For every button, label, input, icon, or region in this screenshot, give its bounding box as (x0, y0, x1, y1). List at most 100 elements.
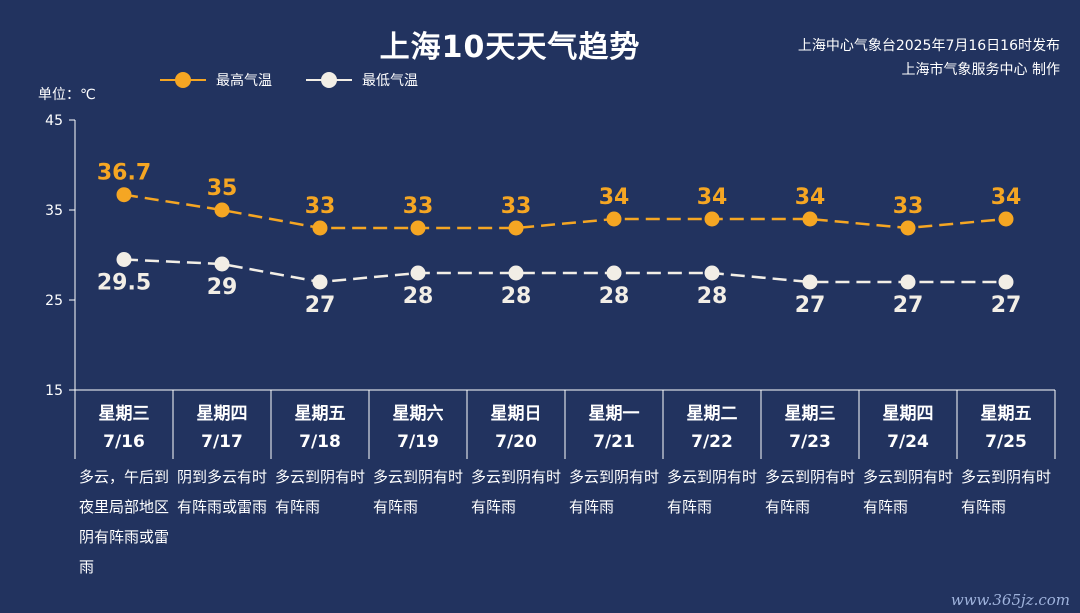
weekday-label: 星期六 (392, 404, 444, 424)
x-tick-label: 7/18 (299, 432, 341, 452)
y-tick-label: 35 (45, 203, 63, 219)
data-point (606, 211, 622, 227)
data-point (116, 187, 132, 203)
legend-item-low: 最低气温 (306, 70, 418, 90)
data-label: 35 (207, 176, 238, 201)
day-cell: 星期日 7/20 (467, 400, 565, 456)
data-label: 29 (207, 275, 238, 300)
weekday-label: 星期三 (98, 404, 150, 424)
weekday-label: 星期二 (686, 404, 738, 424)
data-point (508, 265, 524, 281)
legend-label-low: 最低气温 (362, 73, 418, 89)
data-label: 28 (403, 284, 434, 309)
day-cell: 星期二 7/22 (663, 400, 761, 456)
x-tick-label: 7/17 (201, 432, 243, 452)
data-point (802, 274, 818, 290)
weather-description: 多云到阴有时有阵雨 (569, 468, 660, 516)
weather-description: 多云到阴有时有阵雨 (667, 468, 758, 516)
data-point (606, 265, 622, 281)
data-point (410, 265, 426, 281)
x-tick-label: 7/20 (495, 432, 537, 452)
day-cell: 星期六 7/19 (369, 400, 467, 456)
data-label: 33 (501, 194, 532, 219)
data-point (214, 256, 230, 272)
data-label: 33 (403, 194, 434, 219)
day-cell: 星期三 7/23 (761, 400, 859, 456)
data-label: 33 (893, 194, 924, 219)
x-tick-label: 7/25 (985, 432, 1027, 452)
data-label: 34 (795, 185, 826, 210)
x-tick-label: 7/22 (691, 432, 733, 452)
weekday-label: 星期五 (294, 404, 346, 424)
data-point (312, 220, 328, 236)
data-label: 28 (599, 284, 630, 309)
data-label: 33 (305, 194, 336, 219)
data-point (900, 274, 916, 290)
weather-description: 多云到阴有时有阵雨 (471, 468, 562, 516)
weather-description: 多云到阴有时有阵雨 (863, 468, 954, 516)
y-tick-label: 45 (45, 113, 63, 129)
data-label: 27 (795, 293, 826, 318)
data-point (508, 220, 524, 236)
weather-description: 多云，午后到夜里局部地区阴有阵雨或雷雨 (79, 468, 170, 576)
day-cell: 星期四 7/24 (859, 400, 957, 456)
weather-description: 多云到阴有时有阵雨 (275, 468, 366, 516)
legend: 最高气温 最低气温 (160, 70, 418, 90)
x-tick-label: 7/24 (887, 432, 929, 452)
weekday-label: 星期四 (882, 404, 934, 424)
weather-description: 阴到多云有时有阵雨或雷雨 (177, 468, 268, 516)
data-label: 28 (501, 284, 532, 309)
weekday-label: 星期日 (490, 404, 542, 424)
issuer-line-2: 上海市气象服务中心 制作 (901, 62, 1060, 78)
data-label: 27 (893, 293, 924, 318)
data-label: 28 (697, 284, 728, 309)
weekday-label: 星期五 (980, 404, 1032, 424)
series-line-0 (123, 193, 1007, 230)
series-line-1 (123, 258, 1006, 284)
chart-title: 上海10天天气趋势 (379, 30, 641, 65)
y-tick-label: 25 (45, 293, 63, 309)
weekday-label: 星期三 (784, 404, 836, 424)
legend-swatch-low (306, 70, 352, 90)
day-cell: 星期五 7/18 (271, 400, 369, 456)
data-point (998, 211, 1014, 227)
day-cell: 星期三 7/16 (75, 400, 173, 456)
data-point (998, 274, 1014, 290)
x-tick-label: 7/16 (103, 432, 145, 452)
y-tick-label: 15 (45, 383, 63, 399)
x-tick-label: 7/19 (397, 432, 439, 452)
legend-label-high: 最高气温 (216, 73, 272, 89)
weekday-label: 星期四 (196, 404, 248, 424)
data-point (410, 220, 426, 236)
weather-description: 多云到阴有时有阵雨 (765, 468, 856, 516)
x-tick-label: 7/21 (593, 432, 635, 452)
legend-item-high: 最高气温 (160, 70, 272, 90)
weekday-label: 星期一 (588, 404, 640, 424)
legend-swatch-high (160, 70, 206, 90)
data-label: 27 (305, 293, 336, 318)
data-label: 34 (599, 185, 630, 210)
data-label: 34 (697, 185, 728, 210)
data-point (312, 274, 328, 290)
weather-description: 多云到阴有时有阵雨 (373, 468, 464, 516)
data-point (704, 211, 720, 227)
data-point (802, 211, 818, 227)
data-label: 29.5 (97, 271, 151, 296)
data-point (704, 265, 720, 281)
data-label: 34 (991, 185, 1022, 210)
data-point (900, 220, 916, 236)
day-cell: 星期五 7/25 (957, 400, 1055, 456)
x-tick-label: 7/23 (789, 432, 831, 452)
weather-description: 多云到阴有时有阵雨 (961, 468, 1052, 516)
data-label: 27 (991, 293, 1022, 318)
issuer-info: 上海中心气象台2025年7月16日16时发布 上海市气象服务中心 制作 (798, 34, 1060, 82)
issuer-line-1: 上海中心气象台2025年7月16日16时发布 (797, 38, 1060, 54)
data-point (214, 202, 230, 218)
day-cell: 星期四 7/17 (173, 400, 271, 456)
unit-label: 单位：℃ (38, 87, 96, 103)
watermark: www.365jz.com (950, 591, 1070, 609)
data-point (116, 252, 132, 267)
day-cell: 星期一 7/21 (565, 400, 663, 456)
data-label: 36.7 (97, 161, 151, 186)
